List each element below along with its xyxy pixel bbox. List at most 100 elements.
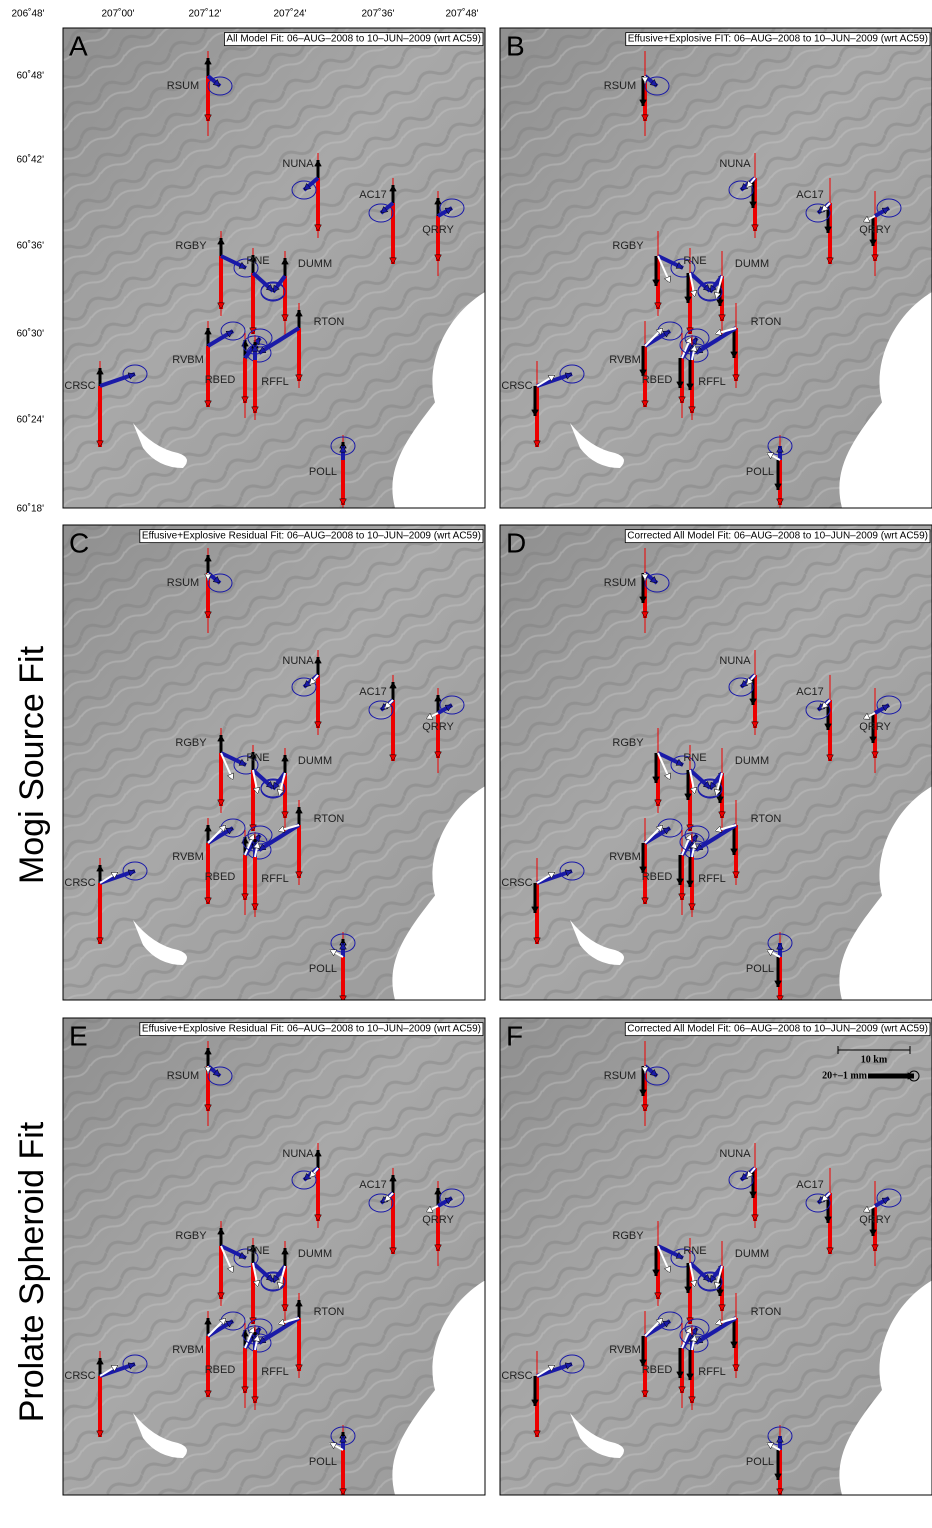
map-panel: RSUMNUNAAC17QRRYRGBYRNEDUMMRTONRVBMRBEDR… (63, 525, 485, 1017)
map: RSUMNUNAAC17QRRYRGBYRNEDUMMRTONRVBMRBEDR… (63, 525, 485, 1017)
station-label: RTON (751, 1306, 782, 1318)
station-label: QRRY (422, 224, 454, 236)
station-label: CRSC (64, 380, 95, 392)
y-tick-label: 60˚48' (17, 70, 45, 82)
scale-distance: 10 km (861, 1054, 888, 1065)
station-label: RTON (751, 316, 782, 328)
station-label: RNE (246, 1245, 269, 1257)
station-label: QRRY (422, 721, 454, 733)
station-label: NUNA (282, 1148, 314, 1160)
row-label: Mogi Source Fit (13, 645, 51, 884)
station-label: RBED (642, 374, 673, 386)
map: RSUMNUNAAC17QRRYRGBYRNEDUMMRTONRVBMRBEDR… (500, 525, 932, 1017)
station-label: RTON (314, 1306, 345, 1318)
station-label: AC17 (359, 1179, 387, 1191)
station-label: RSUM (167, 1070, 199, 1082)
x-tick-label: 207˚48' (445, 8, 478, 20)
station-label: RFFL (261, 873, 289, 885)
map: RSUMNUNAAC17QRRYRGBYRNEDUMMRTONRVBMRBEDR… (63, 28, 485, 520)
station-label: CRSC (501, 1370, 532, 1382)
station-label: RBED (642, 1364, 673, 1376)
station-label: RNE (683, 255, 706, 267)
station-label: RTON (314, 316, 345, 328)
station-label: AC17 (359, 189, 387, 201)
panel-title: Effusive+Explosive Residual Fit: 06–AUG–… (142, 531, 481, 542)
station-label: CRSC (64, 877, 95, 889)
station-label: RTON (751, 813, 782, 825)
panel-title: All Model Fit: 06–AUG–2008 to 10–JUN–200… (226, 34, 481, 45)
station-label: RVBM (172, 1344, 204, 1356)
map-panel: RSUMNUNAAC17QRRYRGBYRNEDUMMRTONRVBMRBEDR… (500, 525, 932, 1017)
station-label: RBED (205, 1364, 236, 1376)
station-label: DUMM (298, 258, 332, 270)
station-label: RGBY (612, 737, 644, 749)
panel-letter: F (506, 1020, 523, 1051)
station-label: RNE (246, 255, 269, 267)
station-label: RFFL (698, 873, 726, 885)
station-label: QRRY (422, 1214, 454, 1226)
row-label: Prolate Spheroid Fit (13, 1121, 51, 1422)
station-label: RFFL (698, 376, 726, 388)
station-label: RGBY (612, 240, 644, 252)
panel-letter: D (506, 527, 526, 558)
map-panel: RSUMNUNAAC17QRRYRGBYRNEDUMMRTONRVBMRBEDR… (63, 28, 485, 520)
station-label: RSUM (167, 577, 199, 589)
y-tick-label: 60˚24' (17, 414, 45, 426)
station-label: DUMM (298, 755, 332, 767)
panel-letter: A (69, 30, 88, 61)
station-label: AC17 (796, 686, 824, 698)
station-label: RGBY (175, 240, 207, 252)
station-label: QRRY (859, 1214, 891, 1226)
station-label: DUMM (735, 1248, 769, 1260)
station-label: RNE (683, 752, 706, 764)
map: RSUMNUNAAC17QRRYRGBYRNEDUMMRTONRVBMRBEDR… (500, 28, 932, 520)
station-label: RBED (205, 871, 236, 883)
station-label: POLL (746, 963, 774, 975)
station-label: RVBM (609, 354, 641, 366)
station-label: DUMM (735, 755, 769, 767)
station-label: NUNA (282, 158, 314, 170)
station-label: QRRY (859, 721, 891, 733)
station-label: RFFL (261, 1366, 289, 1378)
station-label: RBED (642, 871, 673, 883)
station-label: POLL (746, 1456, 774, 1468)
panel-title: Effusive+Explosive FIT: 06–AUG–2008 to 1… (628, 34, 928, 45)
station-label: RSUM (604, 1070, 636, 1082)
station-label: RSUM (604, 80, 636, 92)
station-label: RNE (683, 1245, 706, 1257)
station-label: RVBM (609, 1344, 641, 1356)
station-label: RSUM (167, 80, 199, 92)
station-label: NUNA (719, 1148, 751, 1160)
map: RSUM NUNA AC17 QRRY RGBY RNE DUMM RTON RVBMRBED R… (63, 1018, 485, 1510)
station-label: CRSC (64, 1370, 95, 1382)
station-label: DUMM (298, 1248, 332, 1260)
x-tick-label: 206˚48' (11, 8, 44, 20)
station-label: DUMM (735, 258, 769, 270)
station-label: NUNA (719, 655, 751, 667)
station-label: RGBY (175, 1230, 207, 1242)
y-tick-label: 60˚42' (17, 154, 45, 166)
station-label: RTON (314, 813, 345, 825)
station-label: POLL (746, 466, 774, 478)
panel-letter: C (69, 527, 89, 558)
panel-title: Corrected All Model Fit: 06–AUG–2008 to … (627, 531, 928, 542)
panel-letter: B (506, 30, 525, 61)
map-panel: RSUMNUNAAC17QRRYRGBYRNEDUMMRTONRVBMRBEDR… (500, 1018, 932, 1510)
x-tick-label: 207˚00' (101, 8, 134, 20)
y-tick-label: 60˚30' (17, 328, 45, 340)
station-label: RFFL (261, 376, 289, 388)
station-label: RGBY (612, 1230, 644, 1242)
station-label: RSUM (604, 577, 636, 589)
station-label: RFFL (698, 1366, 726, 1378)
station-label: POLL (309, 1456, 337, 1468)
figure: Mogi Source Fit Prolate Spheroid Fit RSU… (0, 0, 932, 1528)
panel-title: Corrected All Model Fit: 06–AUG–2008 to … (627, 1024, 928, 1035)
x-tick-label: 207˚36' (361, 8, 394, 20)
station-label: POLL (309, 963, 337, 975)
station-label: CRSC (501, 877, 532, 889)
station-label: AC17 (359, 686, 387, 698)
map-panel: RSUMNUNAAC17QRRYRGBYRNEDUMMRTONRVBMRBEDR… (500, 28, 932, 520)
map: RSUMNUNAAC17QRRYRGBYRNEDUMMRTONRVBMRBEDR… (500, 1018, 932, 1510)
x-tick-label: 207˚12' (188, 8, 221, 20)
